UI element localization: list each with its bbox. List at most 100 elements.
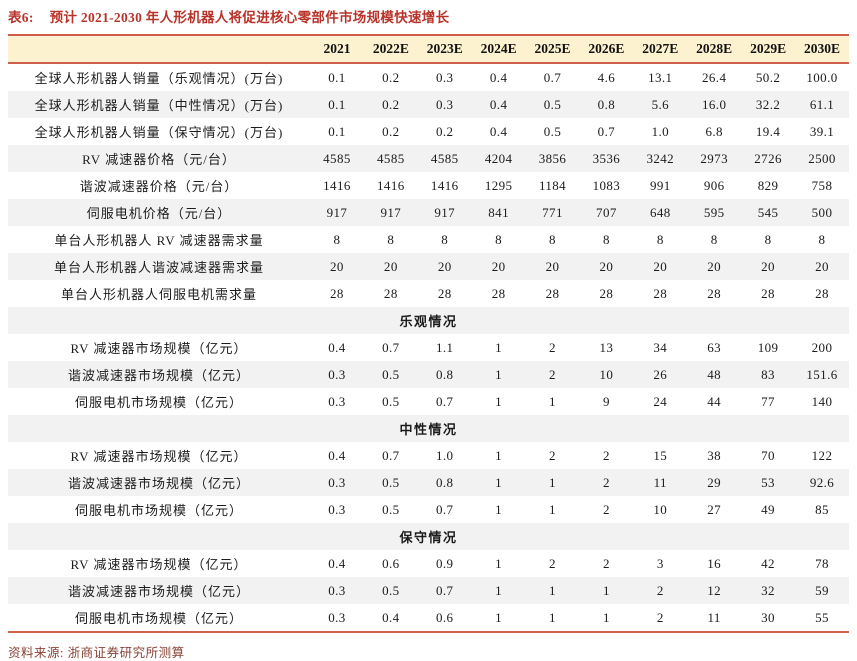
cell-value: 11: [653, 474, 667, 490]
cell-value: 28: [707, 285, 722, 301]
cell-value: 28: [653, 285, 668, 301]
cell-value: 8: [818, 231, 826, 247]
table-row: 全球人形机器人销量（保守情况）(万台) 0.1 0.2 0.2 0.4 0.5 0.7 1.0…: [8, 118, 849, 145]
cell-value: 4.6: [597, 69, 616, 85]
table-row: 全球人形机器人销量（中性情况）(万台) 0.1 0.2 0.3 0.4 0.5 0.8 5.6…: [8, 91, 849, 118]
row-label: 谐波减速器市场规模（亿元）: [67, 476, 250, 491]
table-caption: 预计 2021-2030 年人形机器人将促进核心零部件市场规模快速增长: [49, 10, 450, 25]
cell-value: 140: [811, 393, 833, 409]
cell-value: 0.7: [436, 501, 454, 517]
cell-value: 8: [333, 231, 341, 247]
cell-value: 2: [549, 447, 556, 463]
cell-value: 0.1: [328, 69, 346, 85]
cell-value: 500: [811, 204, 833, 220]
cell-value: 0.3: [436, 69, 454, 85]
cell-value: 1: [495, 474, 503, 490]
cell-value: 3242: [646, 150, 675, 166]
row-label: 伺服电机市场规模（亿元）: [74, 611, 243, 626]
column-header-2028E: 2028E: [696, 41, 733, 56]
cell-value: 0.4: [489, 69, 508, 85]
cell-value: 0.3: [436, 96, 454, 112]
column-header-2022E: 2022E: [372, 41, 409, 56]
cell-value: 26.4: [702, 69, 727, 85]
cell-value: 1: [495, 366, 503, 382]
cell-value: 2: [602, 447, 610, 463]
cell-value: 0.8: [436, 366, 454, 382]
cell-value: 707: [596, 204, 617, 220]
cell-value: 1: [495, 501, 503, 517]
column-header-2024E: 2024E: [480, 41, 517, 56]
row-label: 谐波减速器市场规模（亿元）: [67, 584, 250, 599]
cell-value: 758: [811, 177, 833, 193]
cell-value: 0.7: [436, 582, 454, 598]
cell-value: 1: [495, 609, 503, 625]
cell-value: 4585: [430, 150, 459, 166]
row-label: 单台人形机器人 RV 减速器需求量: [54, 233, 264, 248]
cell-value: 0.3: [328, 366, 346, 382]
cell-value: 0.5: [382, 474, 400, 490]
cell-value: 20: [545, 258, 560, 274]
cell-value: 0.4: [382, 609, 400, 625]
cell-value: 1: [549, 501, 556, 517]
cell-value: 6.8: [705, 123, 723, 139]
table-row: 伺服电机市场规模（亿元） 0.3 0.5 0.7 1 1 9 24 44 77 140: [8, 388, 849, 415]
column-header-2027E: 2027E: [642, 41, 679, 56]
cell-value: 0.2: [382, 123, 400, 139]
cell-value: 10: [599, 366, 614, 382]
cell-value: 92.6: [809, 474, 835, 490]
cell-value: 917: [434, 204, 456, 220]
row-label: RV 减速器市场规模（亿元）: [70, 341, 248, 356]
row-label: RV 减速器市场规模（亿元）: [70, 557, 248, 572]
section-row: 中性情况: [8, 415, 849, 442]
cell-value: 13: [599, 339, 614, 355]
cell-value: 0.3: [328, 474, 346, 490]
cell-value: 2: [656, 609, 664, 625]
cell-value: 1: [495, 339, 503, 355]
cell-value: 77: [761, 393, 775, 409]
cell-value: 0.5: [382, 393, 400, 409]
cell-value: 20: [815, 258, 829, 274]
row-label: 单台人形机器人伺服电机需求量: [60, 287, 257, 302]
cell-value: 2: [549, 339, 556, 355]
cell-value: 0.8: [436, 474, 454, 490]
cell-value: 0.5: [543, 123, 562, 139]
table-row: 单台人形机器人谐波减速器需求量 20 20 20 20 20 20 20 20 20 20: [8, 253, 849, 280]
cell-value: 1: [495, 447, 503, 463]
row-label: 全球人形机器人销量（保守情况）(万台): [34, 125, 284, 140]
column-header-2021: 2021: [323, 41, 351, 56]
table-title: 表6: 预计 2021-2030 年人形机器人将促进核心零部件市场规模快速增长: [8, 5, 849, 34]
cell-value: 15: [653, 447, 668, 463]
cell-value: 0.8: [597, 96, 616, 112]
cell-value: 20: [437, 258, 452, 274]
cell-value: 44: [707, 393, 722, 409]
cell-value: 0.7: [436, 393, 454, 409]
cell-value: 20: [330, 258, 344, 274]
cell-value: 4204: [484, 150, 513, 166]
cell-value: 2: [602, 474, 610, 490]
cell-value: 19.4: [755, 123, 781, 139]
cell-value: 0.5: [382, 501, 400, 517]
cell-value: 0.9: [436, 555, 454, 571]
cell-value: 109: [757, 339, 779, 355]
cell-value: 28: [437, 285, 452, 301]
cell-value: 2: [602, 501, 610, 517]
cell-value: 1: [549, 582, 556, 598]
table-body: 全球人形机器人销量（乐观情况）(万台) 0.1 0.2 0.3 0.4 0.7 4.6 13.…: [8, 63, 849, 632]
table-row: 全球人形机器人销量（乐观情况）(万台) 0.1 0.2 0.3 0.4 0.7 4.6 13.…: [8, 63, 849, 91]
cell-value: 0.1: [328, 123, 346, 139]
cell-value: 0.1: [328, 96, 346, 112]
cell-value: 28: [491, 285, 506, 301]
cell-value: 991: [649, 177, 671, 193]
cell-value: 27: [707, 501, 722, 517]
cell-value: 39.1: [809, 123, 835, 139]
cell-value: 0.7: [597, 123, 616, 139]
cell-value: 38: [707, 447, 722, 463]
table-row: RV 减速器市场规模（亿元） 0.4 0.7 1.0 1 2 2 15 38 70 122: [8, 442, 849, 469]
cell-value: 0.6: [382, 555, 400, 571]
table-row: 单台人形机器人 RV 减速器需求量 8 8 8 8 8 8 8 8 8 8: [8, 226, 849, 253]
cell-value: 0.4: [328, 339, 346, 355]
cell-value: 13.1: [648, 69, 673, 85]
cell-value: 70: [761, 447, 775, 463]
cell-value: 63: [707, 339, 722, 355]
